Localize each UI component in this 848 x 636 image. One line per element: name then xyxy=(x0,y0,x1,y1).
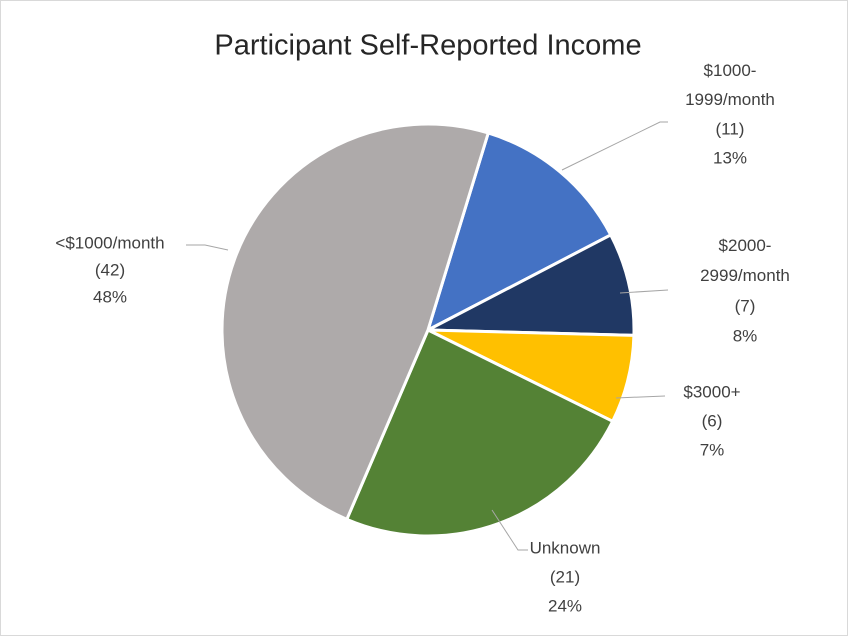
value-label: (21) xyxy=(550,567,580,586)
percent-label: 8% xyxy=(733,326,758,345)
pie-slice xyxy=(220,122,491,522)
leader-line xyxy=(619,289,669,294)
category-label: $2000-2999/month xyxy=(700,236,790,285)
percent-label: 7% xyxy=(700,440,725,459)
percent-label: 13% xyxy=(713,148,747,167)
value-label: (42) xyxy=(95,260,125,279)
percent-label: 24% xyxy=(548,596,582,615)
value-label: (6) xyxy=(702,411,723,430)
category-label: $1000-1999/month xyxy=(685,61,775,109)
leader-line xyxy=(615,395,666,399)
value-label: (7) xyxy=(735,296,756,315)
leader-line xyxy=(561,121,668,171)
pie-slice xyxy=(422,232,636,337)
category-label: $3000+ xyxy=(683,382,740,401)
pie-slice xyxy=(344,327,615,538)
percent-label: 48% xyxy=(93,287,127,306)
leader-line xyxy=(491,509,528,551)
category-label: <$1000/month xyxy=(55,233,164,252)
leader-line xyxy=(186,244,229,251)
value-label: (11) xyxy=(716,119,745,138)
chart-title: Participant Self-Reported Income xyxy=(214,30,641,62)
category-label: Unknown xyxy=(530,538,601,557)
